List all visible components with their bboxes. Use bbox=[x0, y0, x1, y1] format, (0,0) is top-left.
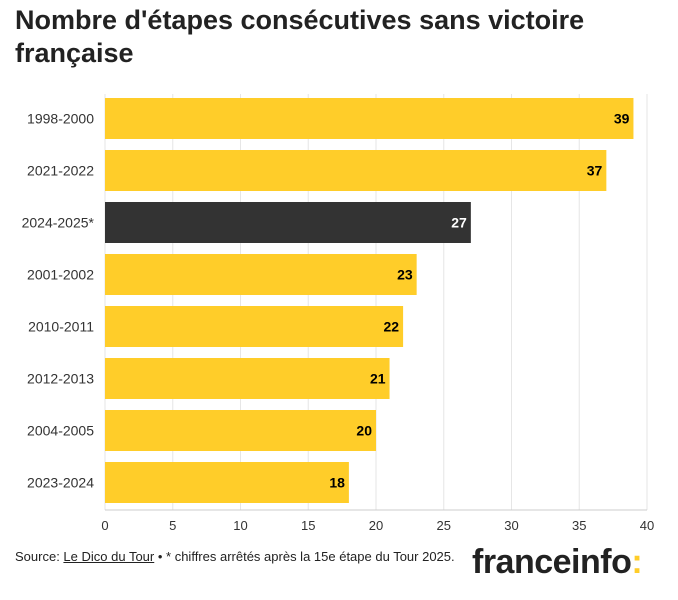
data-label: 18 bbox=[329, 475, 345, 491]
category-label: 2023-2024 bbox=[27, 475, 94, 491]
source-prefix: Source: bbox=[15, 549, 64, 564]
category-labels: 1998-2000 2021-2022 2024-2025* 2001-2002 201… bbox=[22, 111, 95, 491]
bar bbox=[105, 306, 404, 347]
category-label: 2012-2013 bbox=[27, 371, 94, 387]
bar bbox=[105, 202, 471, 243]
source-note: Source: Le Dico du Tour • * chiffres arr… bbox=[15, 548, 455, 565]
logo-text: franceinfo bbox=[472, 543, 632, 581]
x-tick-label: 30 bbox=[504, 518, 518, 533]
category-label: 1998-2000 bbox=[27, 111, 94, 127]
chart-title: Nombre d'étapes consécutives sans victoi… bbox=[15, 5, 585, 68]
data-label: 22 bbox=[384, 319, 400, 335]
x-tick-label: 10 bbox=[233, 518, 247, 533]
data-label: 37 bbox=[587, 163, 603, 179]
category-label: 2010-2011 bbox=[28, 319, 94, 335]
bar bbox=[105, 462, 349, 503]
x-tick-label: 40 bbox=[640, 518, 654, 533]
category-label: 2001-2002 bbox=[27, 267, 94, 283]
data-label: 21 bbox=[370, 371, 386, 387]
x-tick-label: 25 bbox=[437, 518, 451, 533]
franceinfo-logo: franceinfo: bbox=[472, 542, 643, 582]
bar bbox=[105, 98, 634, 139]
source-suffix: • * chiffres arrêtés après la 15e étape … bbox=[154, 549, 455, 564]
logo-colon: : bbox=[631, 543, 643, 581]
bar bbox=[105, 150, 607, 191]
category-label: 2021-2022 bbox=[27, 163, 94, 179]
x-tick-label: 5 bbox=[169, 518, 176, 533]
x-tick-labels: 0 5 10 15 20 25 30 35 40 bbox=[101, 518, 654, 533]
data-label: 39 bbox=[614, 111, 630, 127]
bar bbox=[105, 358, 390, 399]
x-tick-label: 35 bbox=[572, 518, 586, 533]
x-tick-label: 15 bbox=[301, 518, 315, 533]
category-label: 2004-2005 bbox=[27, 423, 94, 439]
value-labels: 39 37 27 23 22 21 20 18 bbox=[329, 111, 629, 491]
data-label: 20 bbox=[356, 423, 372, 439]
bar bbox=[105, 254, 417, 295]
bars bbox=[105, 98, 634, 503]
bar-chart: 1998-20002021-20222024-2025*2001-2002201… bbox=[22, 94, 654, 533]
data-label: 27 bbox=[451, 215, 467, 231]
x-tick-label: 0 bbox=[101, 518, 108, 533]
bar bbox=[105, 410, 376, 451]
x-tick-label: 20 bbox=[369, 518, 383, 533]
category-label: 2024-2025* bbox=[22, 215, 95, 231]
data-label: 23 bbox=[397, 267, 413, 283]
source-link[interactable]: Le Dico du Tour bbox=[63, 549, 155, 564]
